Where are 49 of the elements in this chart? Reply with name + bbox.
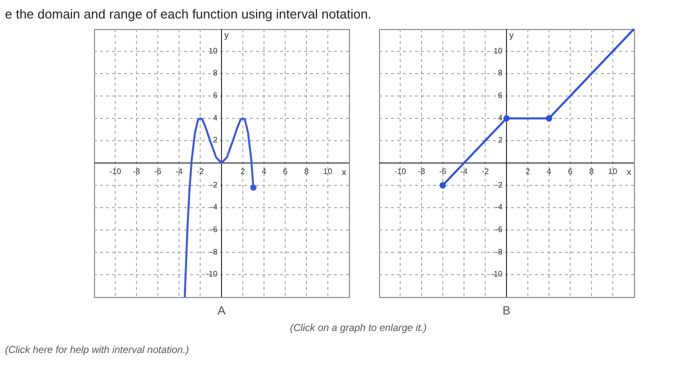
x-tick-label: 4 — [546, 167, 552, 176]
x-tick-label: -10 — [394, 167, 407, 176]
y-tick-label: -10 — [490, 270, 504, 279]
x-tick-label: -6 — [439, 167, 447, 176]
x-tick-label: 6 — [568, 167, 574, 176]
x-axis-title: x — [626, 167, 632, 177]
y-tick-label: 4 — [213, 113, 218, 122]
y-tick-label: -6 — [210, 225, 218, 234]
y-axis-title: y — [509, 30, 514, 40]
x-tick-label: 6 — [283, 167, 288, 176]
x-tick-label: 2 — [240, 167, 246, 176]
x-tick-label: -8 — [418, 167, 426, 176]
x-tick-label: -6 — [154, 167, 162, 176]
x-tick-label: -4 — [175, 167, 184, 176]
y-tick-label: 2 — [213, 136, 218, 145]
x-tick-label: 4 — [262, 167, 267, 176]
y-tick-label: 8 — [213, 68, 218, 78]
y-tick-label: -4 — [495, 202, 504, 212]
text: A — [217, 304, 226, 318]
x-tick-label: -2 — [482, 167, 490, 176]
x-tick-label: 10 — [323, 167, 333, 176]
y-tick-label: 8 — [498, 68, 504, 78]
y-tick-label: 4 — [498, 113, 504, 122]
y-tick-label: 6 — [213, 91, 218, 100]
y-tick-label: -4 — [210, 202, 218, 212]
x-tick-label: 8 — [589, 167, 594, 176]
x-tick-label: -8 — [132, 167, 141, 176]
x-tick-label: -4 — [460, 167, 468, 176]
x-tick-label: 10 — [608, 167, 618, 176]
y-tick-label: 10 — [208, 46, 218, 56]
y-tick-label: 10 — [494, 46, 504, 56]
y-tick-label: -8 — [210, 247, 218, 256]
y-tick-label: -8 — [495, 247, 504, 256]
y-tick-label: -2 — [495, 180, 504, 190]
x-tick-label: 2 — [526, 167, 531, 176]
x-tick-label: -2 — [196, 167, 204, 176]
x-axis-title: x — [342, 167, 347, 177]
y-tick-label: 6 — [498, 91, 504, 100]
y-tick-label: -2 — [210, 180, 218, 190]
y-tick-label: -6 — [495, 225, 504, 234]
text: B — [502, 304, 511, 318]
x-tick-label: 8 — [304, 167, 310, 176]
text: e the domain and range of each function using interval notation. — [5, 6, 372, 22]
y-tick-label: -10 — [206, 270, 218, 279]
y-tick-label: 2 — [498, 136, 504, 145]
text: (Click on a graph to enlarge it.) — [290, 323, 427, 334]
text: (Click here for help with interval notation.) — [5, 345, 189, 356]
x-tick-label: -10 — [109, 167, 122, 176]
y-axis-title: y — [224, 30, 230, 40]
